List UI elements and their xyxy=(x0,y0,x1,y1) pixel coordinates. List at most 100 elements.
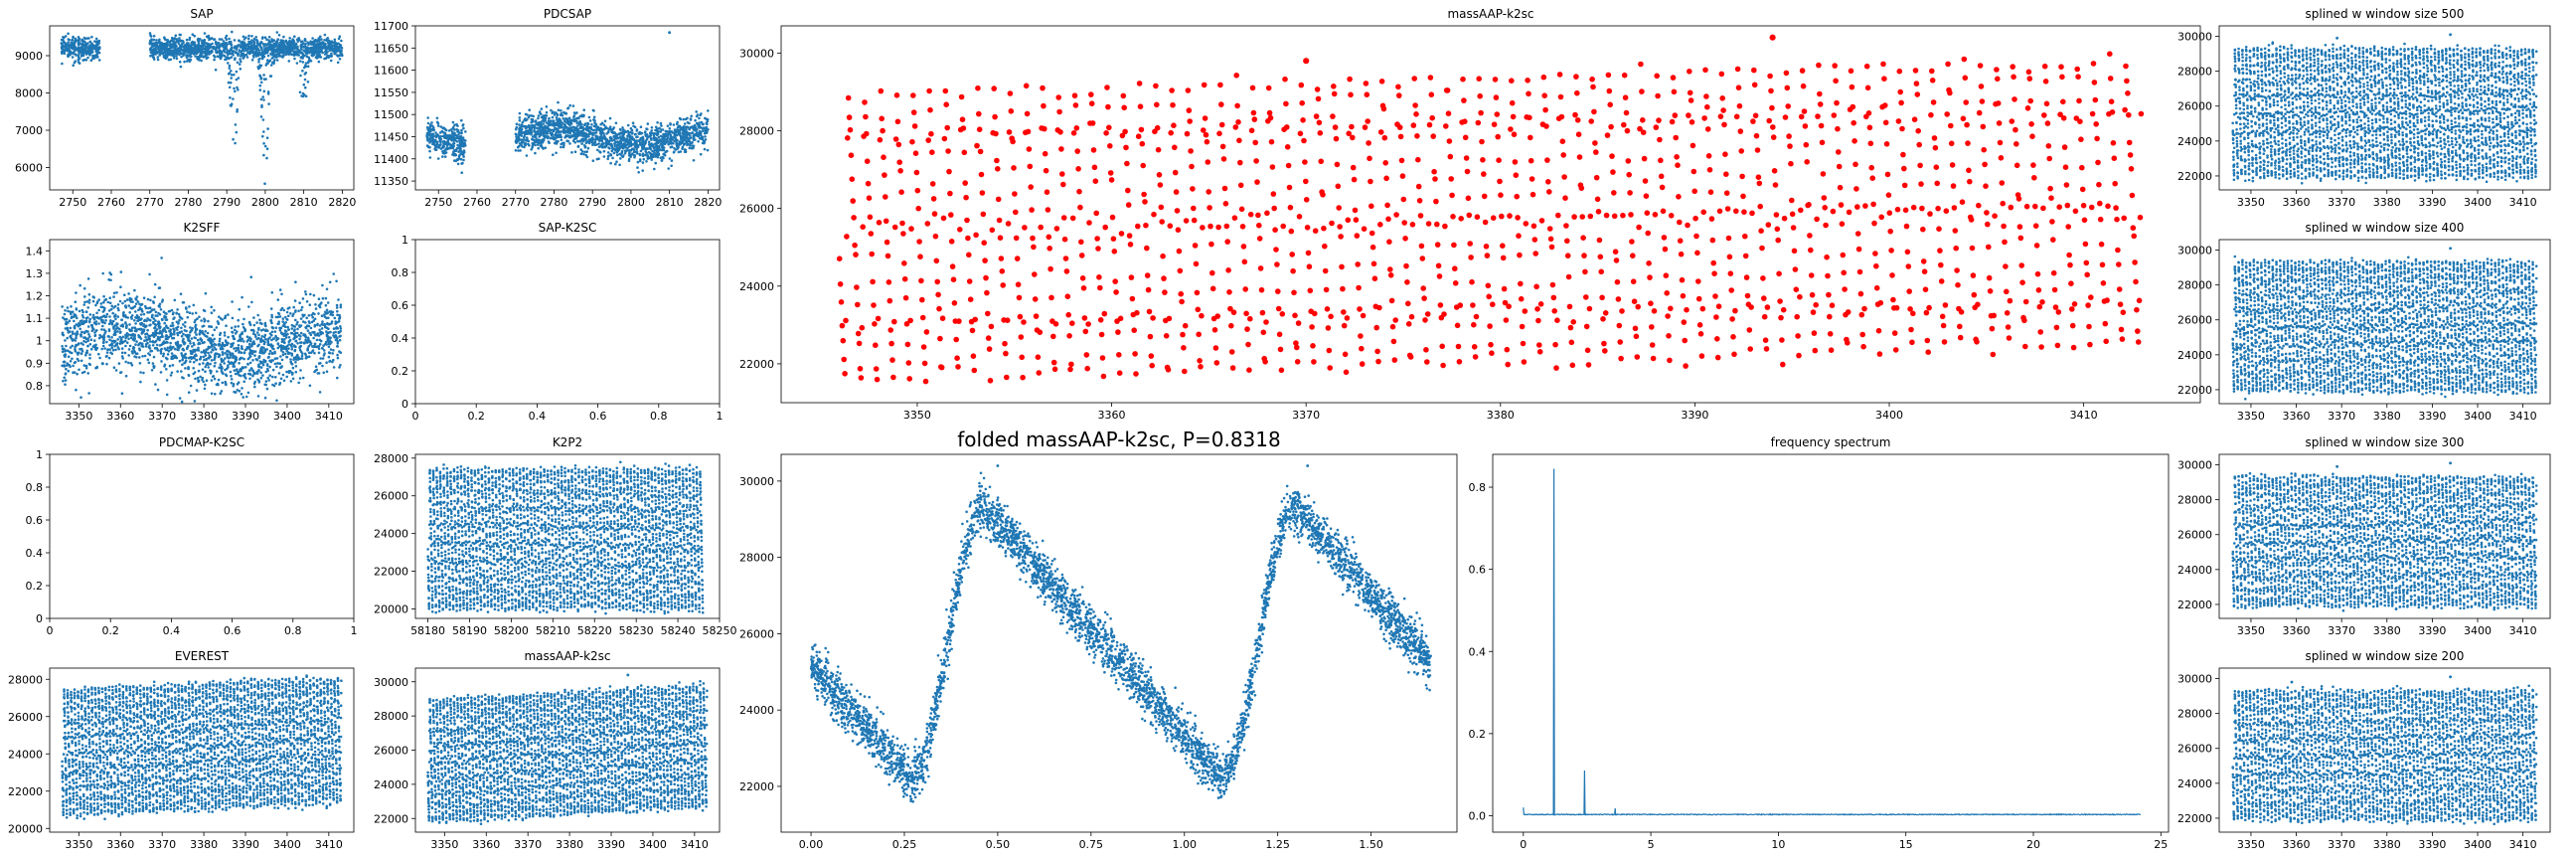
data-point xyxy=(119,270,123,273)
data-point xyxy=(61,48,65,52)
data-point xyxy=(272,53,275,57)
data-point xyxy=(609,127,612,131)
data-point xyxy=(518,118,522,122)
data-point xyxy=(282,35,285,39)
data-point xyxy=(136,300,140,303)
data-point xyxy=(258,66,261,69)
data-point xyxy=(682,131,686,135)
data-point xyxy=(434,148,438,151)
data-point xyxy=(308,50,312,54)
data-point xyxy=(317,312,320,315)
data-point xyxy=(120,341,124,345)
data-point xyxy=(61,62,64,66)
data-point xyxy=(91,54,94,58)
data-point xyxy=(268,332,272,335)
data-point xyxy=(152,53,155,56)
data-point xyxy=(216,320,220,323)
data-point xyxy=(150,333,154,337)
data-point xyxy=(460,131,463,134)
data-point xyxy=(213,358,216,362)
data-point xyxy=(171,364,175,367)
data-point xyxy=(650,129,653,132)
data-point xyxy=(91,57,94,61)
data-point xyxy=(216,51,219,55)
data-point xyxy=(80,55,83,58)
data-point xyxy=(605,132,608,135)
data-point xyxy=(182,323,185,326)
data-point xyxy=(285,310,289,314)
data-point xyxy=(461,124,465,127)
data-point xyxy=(515,141,518,144)
data-point xyxy=(210,359,214,362)
data-point xyxy=(87,301,91,304)
data-point xyxy=(567,116,571,120)
data-point xyxy=(297,49,300,53)
data-point xyxy=(315,44,319,48)
data-point xyxy=(284,53,288,57)
data-point xyxy=(561,121,564,124)
data-point xyxy=(572,115,575,118)
data-point xyxy=(222,49,226,53)
data-point xyxy=(454,159,458,163)
data-point xyxy=(518,133,522,136)
data-point xyxy=(688,146,692,150)
data-point xyxy=(650,137,653,140)
data-point xyxy=(134,322,137,325)
data-point xyxy=(577,132,581,136)
data-point xyxy=(247,40,250,44)
data-point xyxy=(639,149,643,153)
data-point xyxy=(152,51,155,54)
data-point xyxy=(304,43,307,46)
data-point xyxy=(654,161,657,165)
data-point xyxy=(307,320,311,323)
data-point xyxy=(328,49,332,53)
data-point xyxy=(616,140,619,143)
data-point xyxy=(210,37,214,40)
data-point xyxy=(229,356,232,359)
data-point xyxy=(544,146,547,149)
data-point xyxy=(515,125,519,129)
data-point xyxy=(305,300,309,303)
data-point xyxy=(97,352,100,356)
data-point xyxy=(78,38,80,41)
data-point xyxy=(327,351,331,354)
data-point xyxy=(255,42,259,45)
data-point xyxy=(214,42,218,46)
data-point xyxy=(206,331,210,335)
data-point xyxy=(626,129,630,133)
data-point xyxy=(149,318,152,322)
data-point xyxy=(237,344,241,347)
y-tick-label: 11700 xyxy=(374,20,408,33)
data-point xyxy=(592,128,595,132)
data-point xyxy=(134,302,138,305)
data-point xyxy=(576,130,579,133)
data-point xyxy=(102,338,105,342)
data-point xyxy=(194,49,197,53)
data-point xyxy=(598,139,601,142)
data-point xyxy=(218,38,222,41)
data-point xyxy=(115,291,118,294)
data-point xyxy=(243,373,246,376)
data-point xyxy=(80,308,84,312)
data-point xyxy=(64,309,67,312)
data-point xyxy=(236,86,239,89)
data-point xyxy=(602,123,606,126)
data-point xyxy=(593,143,597,147)
data-point xyxy=(571,139,575,142)
data-point xyxy=(86,344,89,348)
data-point xyxy=(298,90,302,94)
data-point xyxy=(325,47,329,50)
data-point xyxy=(129,336,133,340)
data-point xyxy=(87,333,90,336)
data-point xyxy=(691,125,694,128)
data-point xyxy=(321,357,325,360)
data-point xyxy=(661,146,665,149)
data-point xyxy=(582,152,585,156)
data-point xyxy=(459,157,463,161)
data-point xyxy=(200,351,203,354)
data-point xyxy=(332,50,336,53)
data-point xyxy=(165,45,168,48)
data-point xyxy=(232,97,235,100)
data-point xyxy=(429,137,432,140)
data-point xyxy=(434,131,437,134)
